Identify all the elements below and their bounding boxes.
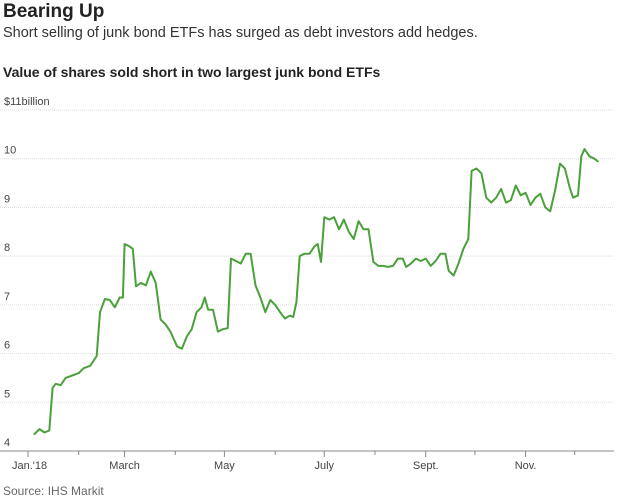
y-tick-label: 5 bbox=[4, 388, 10, 400]
source-note: Source: IHS Markit bbox=[3, 484, 104, 498]
x-tick-label: May bbox=[214, 460, 235, 472]
chart-title: Value of shares sold short in two larges… bbox=[3, 64, 381, 80]
chart-subheadline: Short selling of junk bond ETFs has surg… bbox=[3, 25, 478, 41]
y-tick-label: 6 bbox=[4, 340, 10, 352]
x-axis: Jan.'18 March May July Sept. Nov. bbox=[12, 451, 576, 472]
x-tick-label: March bbox=[109, 460, 140, 472]
y-tick-label: 8 bbox=[4, 242, 10, 254]
series-line bbox=[33, 148, 599, 435]
y-tick-label: 10 bbox=[4, 145, 16, 157]
y-tick-label: $11billion bbox=[4, 96, 50, 108]
y-tick-label: 9 bbox=[4, 193, 10, 205]
y-tick-label: 7 bbox=[4, 291, 10, 303]
series-layer bbox=[33, 148, 599, 435]
gridlines bbox=[0, 109, 614, 452]
x-tick-label: Jan.'18 bbox=[12, 460, 47, 472]
chart-headline: Bearing Up bbox=[3, 1, 105, 22]
x-tick-label: Sept. bbox=[413, 460, 439, 472]
y-tick-label: 4 bbox=[4, 437, 10, 449]
y-axis-tick-labels: $11billion 10 9 8 7 6 5 4 bbox=[4, 96, 50, 449]
x-tick-label: Nov. bbox=[515, 460, 537, 472]
x-tick-label: July bbox=[314, 460, 334, 472]
